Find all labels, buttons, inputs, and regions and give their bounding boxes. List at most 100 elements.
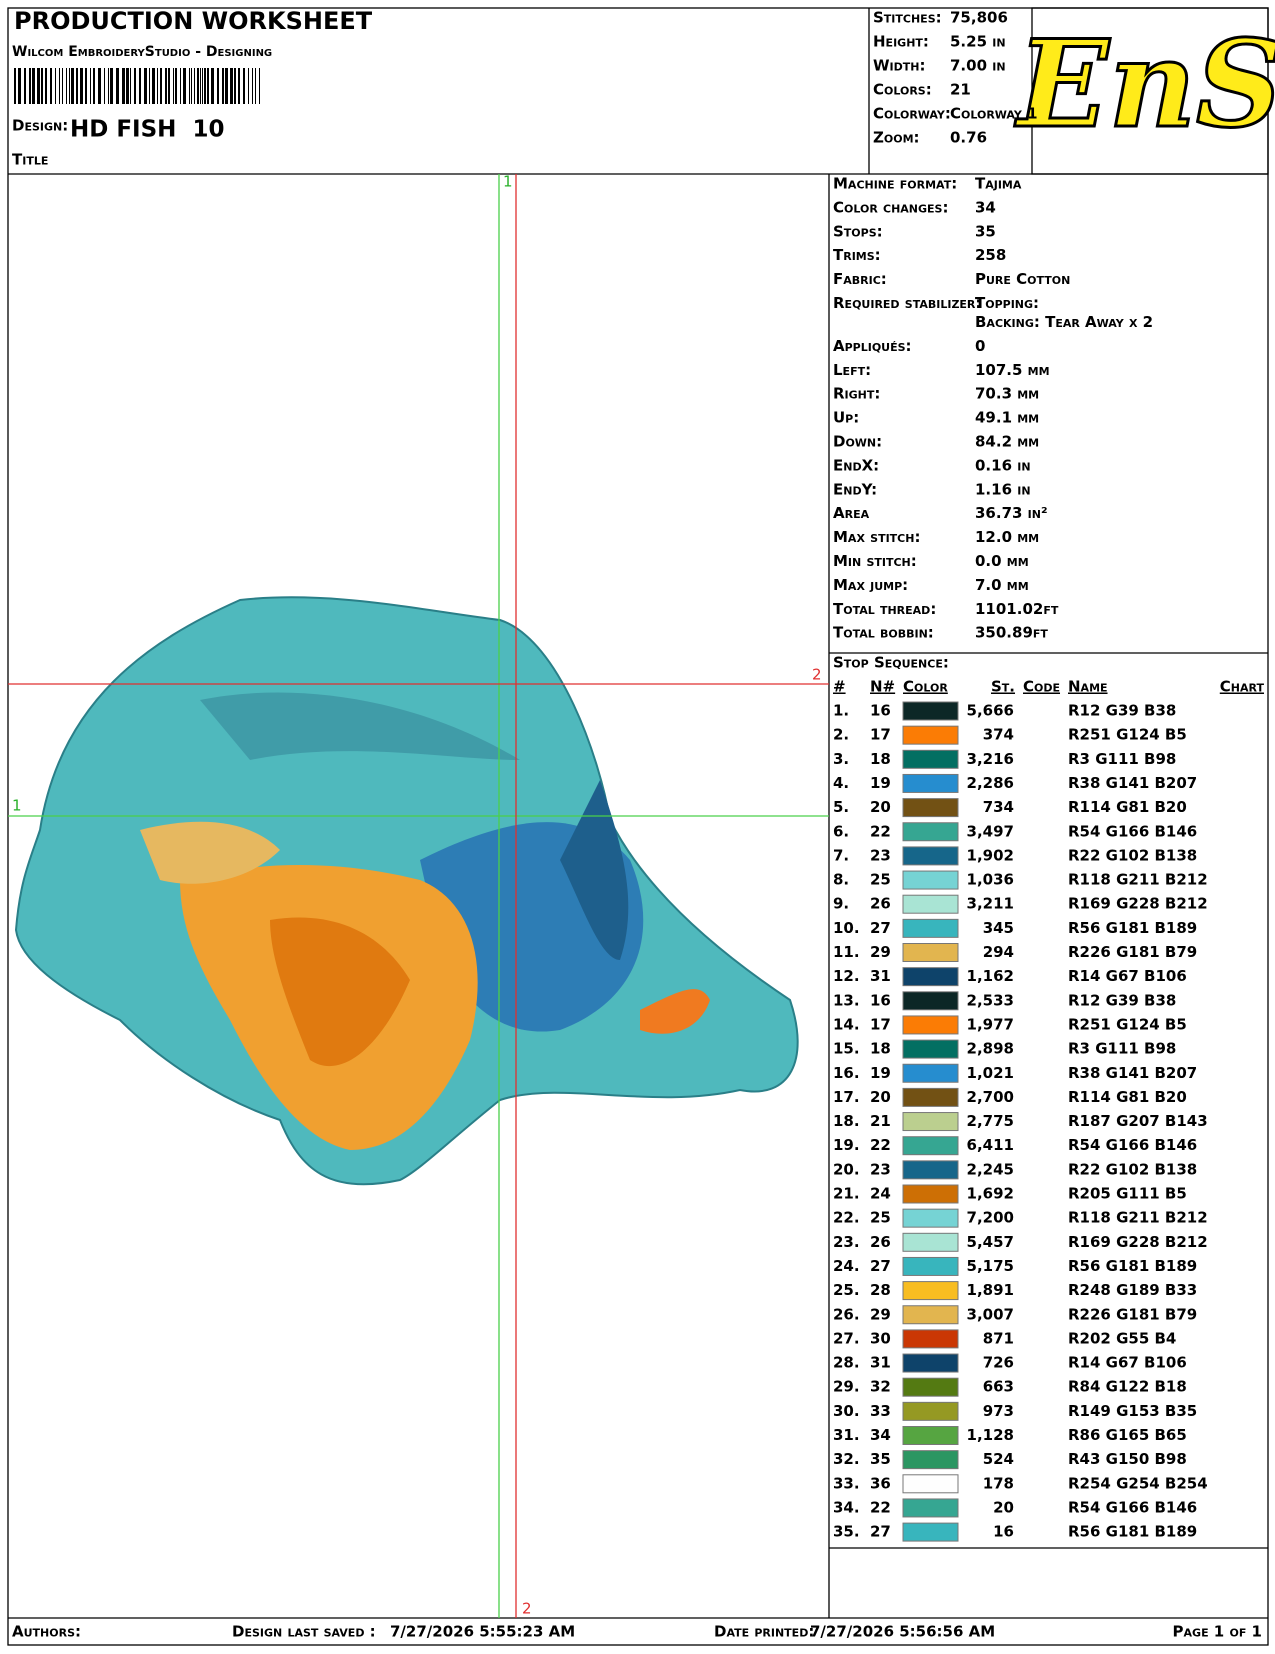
info-value: 350.89ft bbox=[975, 624, 1048, 642]
stop-index: 20. bbox=[833, 1160, 860, 1178]
stitches: 2,286 bbox=[967, 774, 1014, 792]
bar bbox=[207, 68, 209, 104]
stitches: 178 bbox=[983, 1474, 1014, 1492]
bar bbox=[55, 68, 56, 104]
thread-name: R169 G228 B212 bbox=[1068, 1233, 1208, 1251]
stat-value: 75,806 bbox=[950, 9, 1008, 27]
needle: 16 bbox=[870, 991, 891, 1009]
color-swatch bbox=[902, 1039, 959, 1059]
info-value: 35 bbox=[975, 222, 996, 240]
stop-index: 13. bbox=[833, 991, 860, 1009]
needle: 30 bbox=[870, 1329, 891, 1347]
thread-name: R251 G124 B5 bbox=[1068, 726, 1187, 744]
bar bbox=[149, 68, 150, 104]
bar bbox=[243, 68, 245, 104]
thread-name: R202 G55 B4 bbox=[1068, 1329, 1176, 1347]
needle: 31 bbox=[870, 967, 891, 985]
crosshair-label: 1 bbox=[12, 797, 22, 815]
thread-name: R14 G67 B106 bbox=[1068, 967, 1187, 985]
footer-label: Date printed: bbox=[714, 1623, 814, 1641]
color-swatch bbox=[902, 1184, 959, 1204]
bar bbox=[191, 68, 192, 104]
bar bbox=[134, 68, 136, 104]
thread-name: R226 G181 B79 bbox=[1068, 943, 1197, 961]
bar bbox=[18, 68, 21, 104]
stop-index: 31. bbox=[833, 1426, 860, 1444]
bar bbox=[238, 68, 240, 104]
bar bbox=[66, 68, 67, 104]
column-header: Chart bbox=[1220, 678, 1265, 696]
bar bbox=[50, 68, 52, 104]
info-value: 84.2 mm bbox=[975, 433, 1039, 451]
color-swatch bbox=[902, 870, 959, 890]
needle: 35 bbox=[870, 1450, 891, 1468]
color-swatch bbox=[902, 1401, 959, 1421]
needle: 26 bbox=[870, 1233, 891, 1251]
info-label: EndX: bbox=[833, 456, 879, 474]
stop-index: 29. bbox=[833, 1378, 860, 1396]
stitches: 734 bbox=[983, 798, 1014, 816]
stop-index: 22. bbox=[833, 1209, 860, 1227]
color-swatch bbox=[902, 798, 959, 818]
stop-index: 19. bbox=[833, 1136, 860, 1154]
stitches: 5,666 bbox=[967, 702, 1014, 720]
needle: 18 bbox=[870, 750, 891, 768]
stitches: 871 bbox=[983, 1329, 1014, 1347]
bar bbox=[90, 68, 91, 104]
crosshair-label: 2 bbox=[522, 1600, 532, 1618]
stitches: 20 bbox=[993, 1498, 1014, 1516]
stitches: 2,533 bbox=[967, 991, 1014, 1009]
stitches: 726 bbox=[983, 1354, 1014, 1372]
stat-label: Stitches: bbox=[873, 9, 942, 27]
needle: 27 bbox=[870, 1523, 891, 1541]
bar bbox=[180, 68, 181, 104]
stitches: 663 bbox=[983, 1378, 1014, 1396]
stitches: 1,977 bbox=[967, 1015, 1014, 1033]
color-swatch bbox=[902, 1329, 959, 1349]
color-swatch bbox=[902, 1160, 959, 1180]
thread-name: R248 G189 B33 bbox=[1068, 1281, 1197, 1299]
stop-index: 34. bbox=[833, 1498, 860, 1516]
info-value: Backing: Tear Away x 2 bbox=[975, 313, 1153, 331]
needle: 36 bbox=[870, 1474, 891, 1492]
stat-value: 7.00 in bbox=[950, 57, 1006, 75]
thread-name: R12 G39 B38 bbox=[1068, 702, 1176, 720]
stitches: 1,891 bbox=[967, 1281, 1014, 1299]
bar bbox=[130, 68, 131, 104]
thread-name: R114 G81 B20 bbox=[1068, 798, 1187, 816]
bar bbox=[189, 68, 190, 104]
thread-name: R86 G165 B65 bbox=[1068, 1426, 1187, 1444]
bar bbox=[222, 68, 224, 104]
color-swatch bbox=[902, 1063, 959, 1083]
thread-name: R56 G181 B189 bbox=[1068, 1257, 1197, 1275]
stitches: 2,700 bbox=[967, 1088, 1014, 1106]
stat-label: Colorway: bbox=[873, 105, 951, 123]
color-swatch bbox=[902, 1136, 959, 1156]
thread-name: R118 G211 B212 bbox=[1068, 871, 1208, 889]
section-title: Stop Sequence: bbox=[833, 654, 949, 672]
bar bbox=[248, 68, 249, 104]
stop-index: 18. bbox=[833, 1112, 860, 1130]
stitches: 1,036 bbox=[967, 871, 1014, 889]
column-header: N# bbox=[870, 678, 895, 696]
bar bbox=[71, 68, 74, 104]
thread-name: R3 G111 B98 bbox=[1068, 1040, 1176, 1058]
stop-index: 3. bbox=[833, 750, 849, 768]
bar bbox=[116, 68, 119, 104]
info-label: Left: bbox=[833, 361, 871, 379]
column-header: Color bbox=[903, 678, 948, 696]
stop-index: 16. bbox=[833, 1064, 860, 1082]
bar bbox=[98, 68, 101, 104]
thread-name: R54 G166 B146 bbox=[1068, 822, 1197, 840]
footer-label: Design last saved : bbox=[232, 1623, 376, 1641]
stop-index: 21. bbox=[833, 1185, 860, 1203]
stat-value: 5.25 in bbox=[950, 33, 1006, 51]
stitches: 5,457 bbox=[967, 1233, 1014, 1251]
footer-page: Page 1 of 1 bbox=[1173, 1623, 1262, 1641]
needle: 25 bbox=[870, 1209, 891, 1227]
thread-name: R205 G111 B5 bbox=[1068, 1185, 1187, 1203]
bar bbox=[37, 68, 40, 104]
info-value: Tajima bbox=[975, 175, 1022, 193]
info-value: 7.0 mm bbox=[975, 576, 1029, 594]
stitches: 1,902 bbox=[967, 846, 1014, 864]
